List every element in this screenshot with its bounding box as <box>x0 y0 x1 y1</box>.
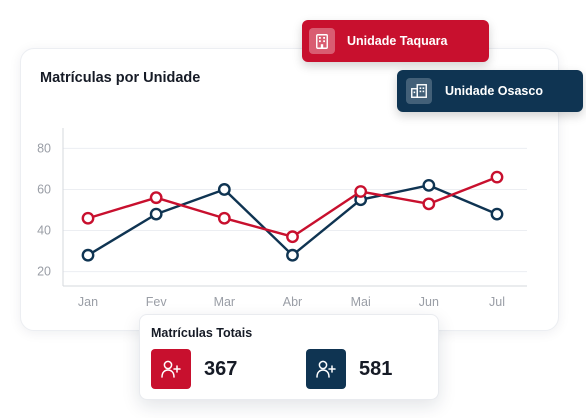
y-tick-label: 60 <box>37 182 51 196</box>
legend-badge-taquara: Unidade Taquara <box>302 20 489 62</box>
x-tick-label: Jan <box>78 295 98 309</box>
data-point-unidade-taquara <box>217 211 231 225</box>
stat-osasco: 581 <box>306 349 392 389</box>
add-user-icon <box>151 349 191 389</box>
data-point-unidade-osasco <box>149 207 163 221</box>
legend-label-taquara: Unidade Taquara <box>347 34 448 48</box>
data-point-unidade-osasco <box>286 248 299 262</box>
office-building-icon <box>406 78 432 104</box>
x-tick-label: Jul <box>489 295 505 309</box>
series-line-unidade-taquara <box>86 175 499 238</box>
totals-title: Matrículas Totais <box>151 326 253 340</box>
series-line-unidade-osasco <box>86 184 499 257</box>
data-point-unidade-taquara <box>354 185 368 198</box>
totals-card: Matrículas Totais 367 581 <box>139 314 439 400</box>
stat-taquara: 367 <box>151 349 237 389</box>
data-point-unidade-taquara <box>149 191 163 205</box>
data-point-unidade-osasco <box>217 183 231 196</box>
add-user-icon <box>306 349 346 389</box>
chart-title: Matrículas por Unidade <box>40 70 201 86</box>
data-point-unidade-osasco <box>422 178 436 192</box>
data-point-unidade-osasco <box>81 248 95 262</box>
y-tick-label: 40 <box>37 224 51 238</box>
x-tick-label: Mai <box>351 295 371 309</box>
data-point-unidade-taquara <box>490 170 504 184</box>
x-tick-label: Mar <box>214 295 236 309</box>
building-icon <box>309 28 335 54</box>
x-tick-label: Fev <box>146 295 168 309</box>
data-point-unidade-taquara <box>286 230 299 244</box>
line-chart: 20 40 60 80 Jan Fev Mar Abr Mai Jun Jul <box>37 128 527 309</box>
total-osasco-value: 581 <box>359 357 393 380</box>
legend-label-osasco: Unidade Osasco <box>445 84 543 98</box>
data-point-unidade-osasco <box>490 207 504 221</box>
legend-badge-osasco: Unidade Osasco <box>397 70 583 112</box>
data-point-unidade-taquara <box>422 197 436 211</box>
total-taquara-value: 367 <box>204 357 238 380</box>
x-tick-label: Abr <box>283 295 302 309</box>
y-tick-label: 20 <box>37 265 51 279</box>
x-tick-label: Jun <box>419 295 439 309</box>
y-tick-label: 80 <box>37 141 51 155</box>
data-point-unidade-taquara <box>81 211 95 225</box>
